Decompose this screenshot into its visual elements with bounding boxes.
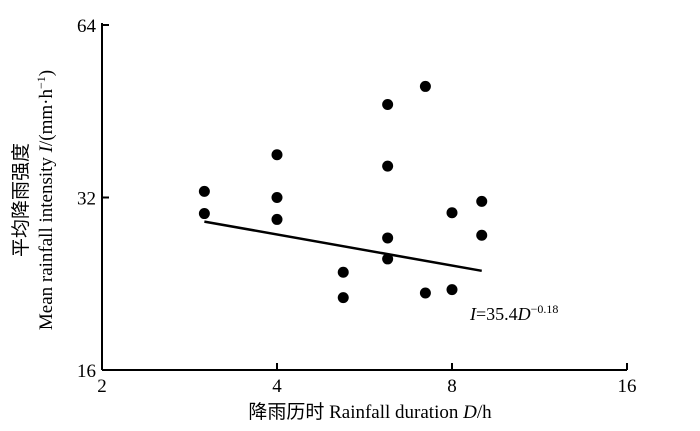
y-axis-title-line2: Mean rainfall intensity I/(mm·h−1) [34, 70, 57, 330]
x-tick-label: 2 [97, 376, 107, 397]
data-point [337, 266, 349, 278]
fit-line-group [204, 220, 482, 273]
data-point [419, 287, 431, 299]
data-point [271, 213, 283, 225]
x-tick-label: 4 [272, 376, 282, 397]
data-point [382, 253, 394, 265]
x-tick-label: 16 [618, 376, 637, 397]
data-point [198, 208, 210, 220]
data-point [446, 284, 458, 296]
data-point [382, 160, 394, 172]
data-point [198, 185, 210, 197]
x-axis-title: 降雨历时 Rainfall duration D/h [248, 401, 492, 423]
x-tick-label: 8 [447, 376, 457, 397]
data-point [337, 292, 349, 304]
data-point [271, 149, 283, 161]
y-tick-label: 64 [77, 16, 97, 37]
labels: I=35.4D−0.18 降雨历时 Rainfall duration D/h 平均… [10, 70, 558, 423]
data-point [476, 229, 488, 241]
y-tick-label: 32 [77, 189, 96, 210]
data-points [198, 80, 488, 304]
axes [101, 23, 627, 371]
data-point [271, 192, 283, 203]
y-axis-title-line1: 平均降雨强度 [10, 143, 32, 257]
data-point [419, 80, 431, 92]
fit-equation-label: I=35.4D−0.18 [469, 302, 558, 324]
data-point [476, 195, 488, 207]
data-point [382, 232, 394, 244]
data-point [446, 207, 458, 219]
y-tick-label: 16 [77, 361, 96, 382]
fit-line [204, 220, 482, 273]
data-point [382, 98, 394, 110]
ticks: 2 4 8 16 16 32 64 [77, 16, 637, 397]
